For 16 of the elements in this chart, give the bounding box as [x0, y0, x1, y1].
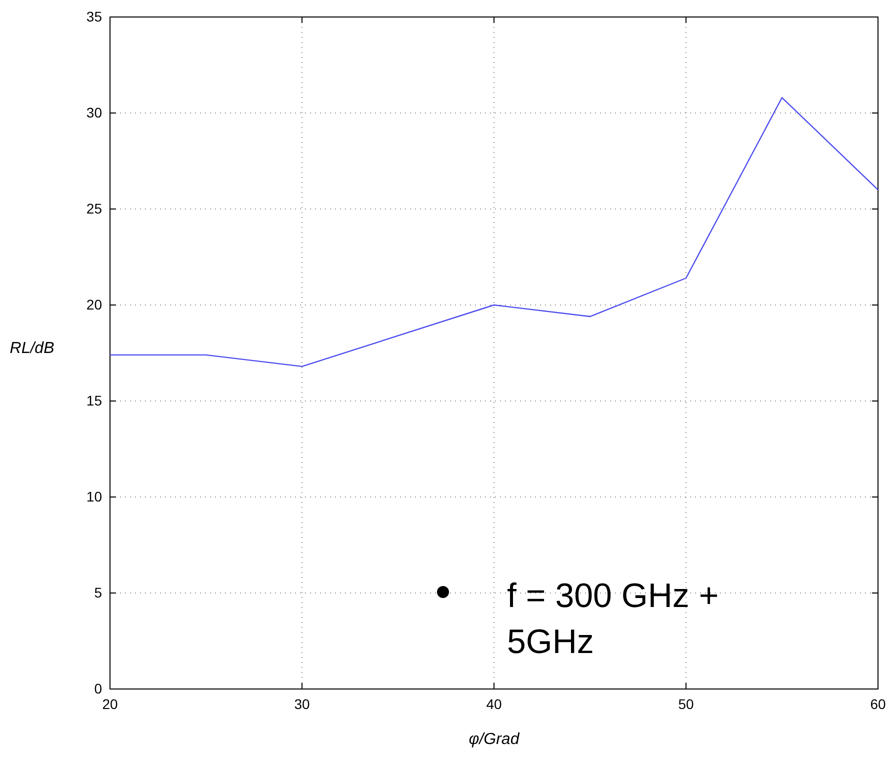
- x-axis-title: φ/Grad: [468, 731, 520, 748]
- y-tick-label: 10: [86, 488, 102, 504]
- x-tick-label: 30: [294, 696, 310, 712]
- x-tick-label: 60: [870, 696, 886, 712]
- x-tick-label: 50: [678, 696, 694, 712]
- y-tick-label: 30: [86, 104, 102, 120]
- y-tick-label: 35: [86, 8, 102, 24]
- y-tick-label: 0: [94, 680, 102, 696]
- x-tick-label: 40: [486, 696, 502, 712]
- annotation: f = 300 GHz + 5GHz: [507, 577, 719, 661]
- y-tick-label: 15: [86, 392, 102, 408]
- y-axis-title: RL/dB: [10, 340, 55, 357]
- y-tick-label: 25: [86, 200, 102, 216]
- y-tick-label: 20: [86, 296, 102, 312]
- line-series: [109, 97, 879, 368]
- y-tick-label: 5: [94, 584, 102, 600]
